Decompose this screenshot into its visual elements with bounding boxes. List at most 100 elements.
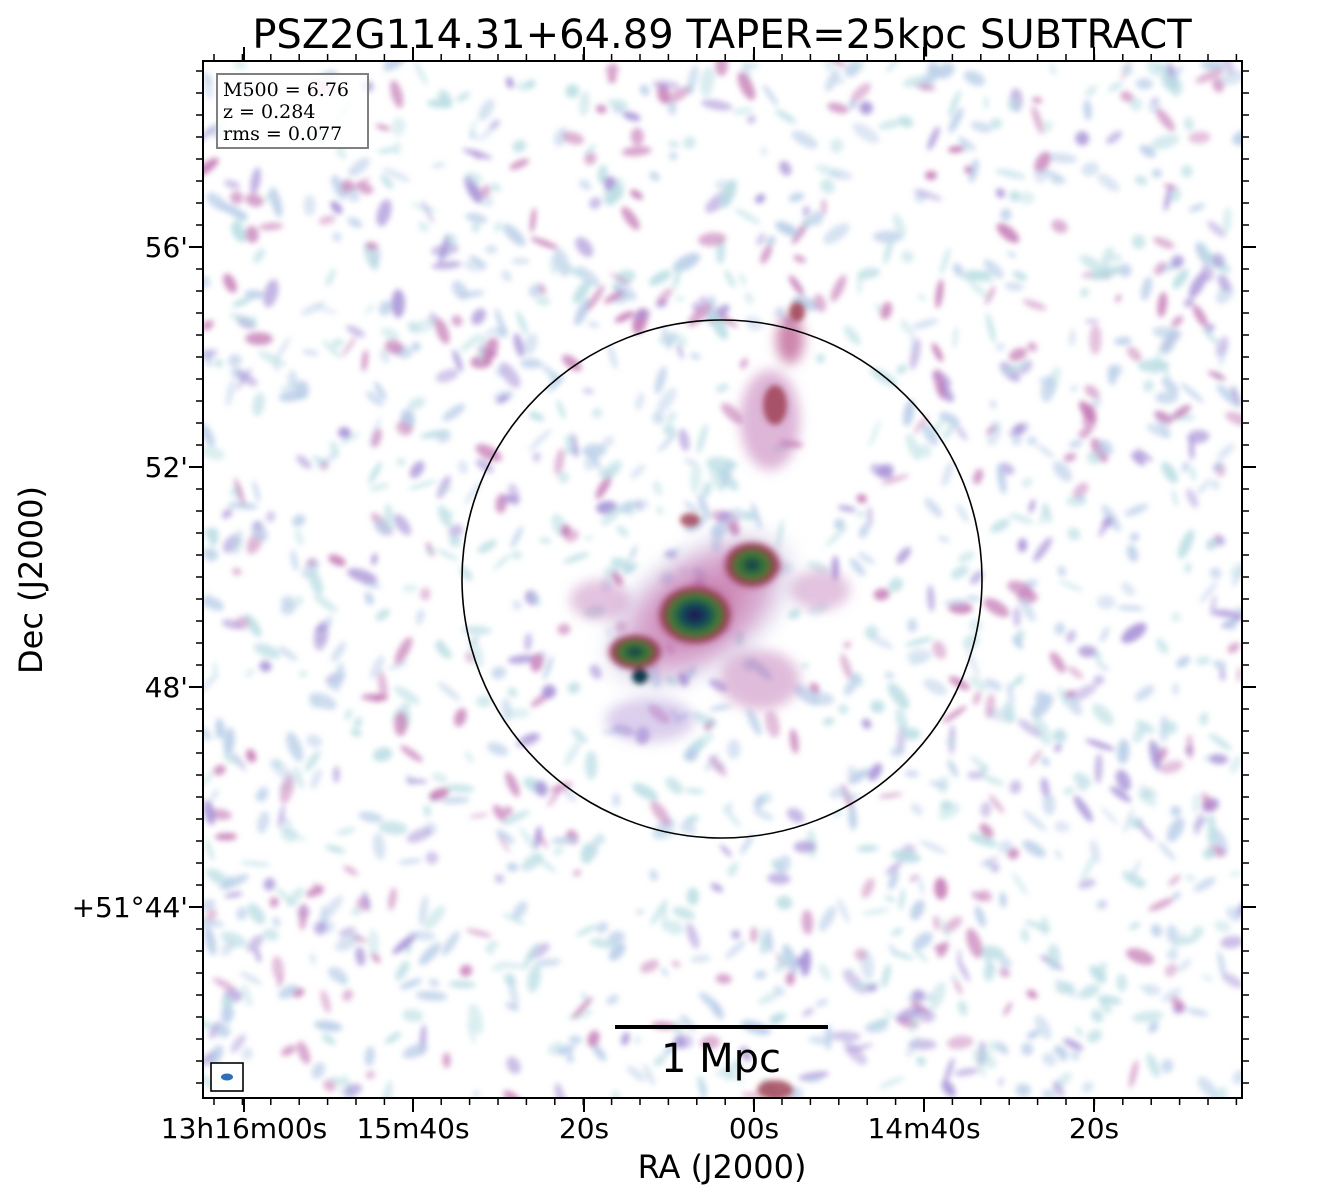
noise-blob: [843, 793, 860, 801]
noise-blob: [451, 280, 469, 300]
noise-blob: [830, 274, 847, 302]
noise-blob: [502, 913, 526, 925]
noise-blob: [859, 101, 873, 115]
noise-blob: [840, 653, 853, 680]
noise-blob: [731, 929, 741, 940]
noise-blob: [1231, 385, 1242, 408]
noise-blob: [913, 188, 943, 201]
figure-title: PSZ2G114.31+64.89 TAPER=25kpc SUBTRACT: [252, 12, 1192, 58]
noise-blob: [769, 1012, 787, 1023]
noise-blob: [1193, 877, 1217, 892]
noise-blob: [346, 568, 378, 584]
noise-blob: [365, 303, 375, 314]
noise-blob: [648, 270, 672, 286]
noise-blob: [563, 552, 590, 564]
noise-blob: [802, 1007, 814, 1017]
noise-blob: [632, 783, 659, 801]
noise-blob: [505, 1002, 519, 1011]
noise-blob: [506, 1056, 521, 1074]
noise-blob: [969, 570, 984, 585]
noise-blob: [656, 288, 673, 305]
noise-blob: [441, 931, 460, 956]
noise-blob: [626, 1065, 647, 1082]
noise-blob: [608, 930, 625, 944]
noise-blob: [477, 334, 487, 364]
noise-blob: [269, 187, 283, 218]
noise-blob: [476, 695, 492, 708]
noise-blob: [565, 84, 580, 99]
noise-blob: [709, 755, 727, 777]
noise-blob: [954, 1067, 979, 1077]
noise-blob: [964, 165, 973, 174]
noise-blob: [809, 211, 824, 226]
noise-blob: [1017, 538, 1028, 553]
noise-blob: [922, 423, 939, 446]
noise-blob: [1160, 71, 1175, 91]
noise-blob: [722, 805, 742, 828]
noise-blob: [250, 167, 261, 195]
noise-blob: [1207, 371, 1226, 381]
noise-blob: [890, 746, 906, 757]
noise-blob: [746, 708, 762, 736]
noise-blob: [225, 379, 235, 407]
noise-blob: [213, 764, 226, 776]
noise-blob: [1063, 787, 1075, 795]
noise-blob: [382, 167, 411, 183]
info-redshift: z = 0.284: [223, 101, 315, 123]
noise-blob: [995, 188, 1006, 199]
noise-blob: [280, 1045, 297, 1057]
noise-blob: [495, 308, 507, 338]
noise-blob: [873, 588, 890, 601]
noise-blob: [1073, 795, 1093, 823]
noise-blob: [1029, 749, 1043, 767]
noise-blob: [856, 844, 879, 852]
noise-blob: [988, 1040, 1001, 1052]
noise-blob: [1042, 1052, 1057, 1067]
noise-blob: [775, 221, 799, 237]
noise-blob: [1207, 220, 1226, 238]
noise-blob: [300, 301, 326, 316]
noise-blob: [1086, 451, 1101, 465]
noise-blob: [884, 671, 895, 679]
noise-blob: [585, 750, 598, 780]
y-axis-label: Dec (J2000): [12, 486, 50, 674]
noise-blob: [310, 768, 322, 790]
noise-blob: [924, 497, 943, 518]
noise-blob: [391, 289, 405, 318]
noise-blob: [992, 424, 1000, 433]
noise-blob: [1121, 63, 1134, 76]
noise-blob: [1124, 503, 1149, 517]
noise-blob: [878, 119, 902, 130]
noise-blob: [281, 595, 293, 606]
noise-blob: [622, 111, 641, 122]
noise-blob: [557, 623, 571, 635]
noise-blob: [204, 80, 214, 100]
noise-blob: [350, 728, 362, 737]
noise-blob: [203, 771, 214, 787]
noise-blob: [219, 874, 249, 890]
noise-blob: [1080, 855, 1096, 883]
noise-blob: [942, 420, 958, 441]
noise-blob: [657, 431, 678, 453]
noise-blob: [774, 949, 790, 974]
noise-blob: [203, 596, 224, 611]
noise-blob: [341, 336, 357, 357]
noise-blob: [668, 140, 680, 148]
noise-blob: [958, 136, 977, 151]
noise-blob: [708, 463, 725, 493]
noise-blob: [506, 862, 519, 872]
beam-ellipse: [221, 1073, 233, 1081]
noise-blob: [1011, 872, 1029, 896]
noise-blob: [1196, 478, 1212, 495]
noise-blob: [850, 82, 871, 103]
noise-blob: [578, 179, 592, 191]
noise-blob: [1195, 656, 1211, 666]
noise-blob: [393, 513, 412, 536]
noise-blob: [265, 511, 276, 523]
noise-blob: [858, 523, 870, 539]
noise-blob: [1166, 925, 1179, 945]
noise-blob: [595, 104, 607, 114]
noise-blob: [798, 1071, 830, 1080]
noise-blob: [616, 525, 629, 537]
noise-blob: [967, 595, 981, 602]
